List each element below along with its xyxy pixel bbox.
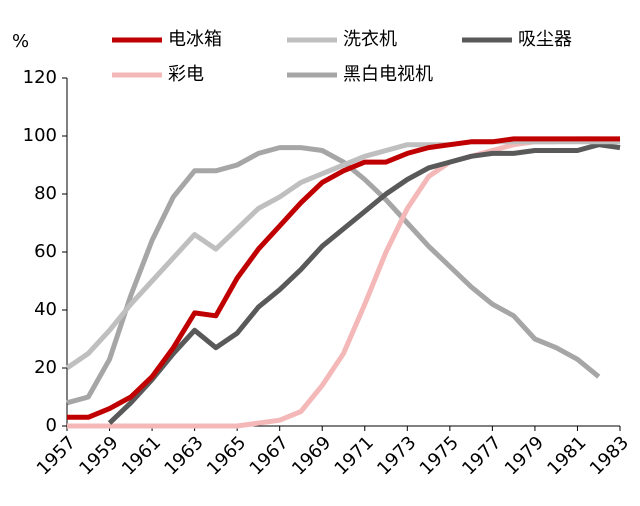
x-tick-label: 1965: [203, 432, 250, 479]
x-tick-label: 1961: [118, 432, 165, 479]
y-tick-label: 0: [46, 415, 57, 436]
line: [66, 145, 601, 406]
x-tick-label: 1975: [416, 432, 463, 479]
x-tick-label: 1959: [75, 432, 122, 479]
line: [65, 139, 620, 371]
x-tick-label: 1973: [373, 432, 420, 479]
legend-label: 彩电: [168, 64, 204, 85]
legend-label: 电冰箱: [168, 29, 222, 50]
x-tick-label: 1983: [586, 432, 633, 479]
x-tick-label: 1979: [501, 432, 548, 479]
y-tick-label: 100: [23, 125, 57, 146]
line: [67, 136, 620, 420]
x-tick-label: 1981: [543, 432, 590, 479]
y-tick-label: 20: [34, 357, 57, 378]
y-tick-label: 40: [34, 299, 57, 320]
line: [107, 142, 621, 425]
y-tick-label: 120: [23, 67, 57, 88]
y-tick-label: 60: [34, 241, 57, 262]
legend-label: 吸尘器: [518, 29, 572, 50]
y-tick-label: 80: [34, 183, 57, 204]
x-tick-label: 1977: [458, 432, 505, 479]
y-axis-label: %: [12, 31, 29, 52]
x-tick-label: 1969: [288, 432, 335, 479]
legend-label: 洗衣机: [343, 29, 397, 50]
legend-label: 黑白电视机: [343, 64, 433, 85]
x-tick-label: 1963: [160, 432, 207, 479]
x-tick-label: 1957: [33, 432, 80, 479]
x-tick-label: 1967: [246, 432, 293, 479]
x-tick-label: 1971: [331, 432, 378, 479]
